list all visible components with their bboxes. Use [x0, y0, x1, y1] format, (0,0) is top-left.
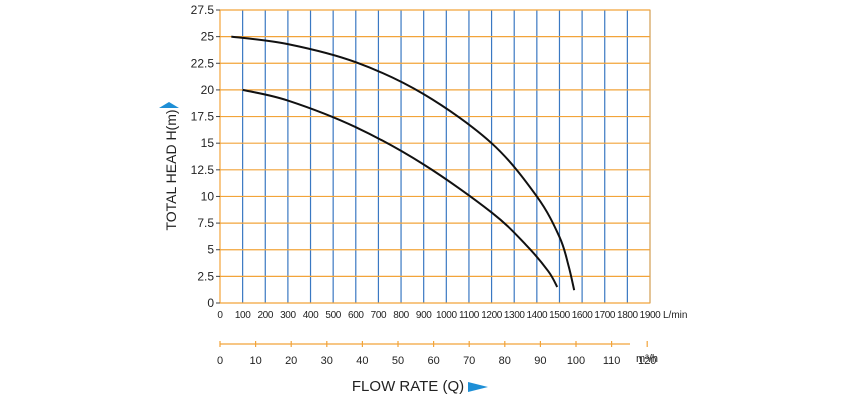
secondary-x-tick-label: 120 [638, 355, 656, 367]
secondary-x-tick-label: 50 [392, 355, 404, 367]
y-tick-label: 7.5 [197, 216, 214, 230]
y-axis-ticks: 0 2.5 5 7.5 10 12.5 15 17.5 20 22.5 25 27.5 [191, 3, 220, 310]
x-tick-label: 1400 [527, 310, 548, 321]
y-tick-label: 10 [201, 189, 215, 203]
x-tick-label: 700 [371, 310, 387, 321]
y-tick-label: 25 [201, 30, 215, 44]
x-tick-label: 1700 [594, 310, 615, 321]
y-tick-label: 2.5 [197, 269, 214, 283]
series-line-upper-curve [231, 35, 576, 291]
x-tick-label: 200 [258, 310, 274, 321]
performance-curves [231, 35, 576, 291]
secondary-x-tick-label: 70 [463, 355, 475, 367]
series-line-lower-curve [242, 88, 559, 288]
secondary-x-tick-label: 30 [321, 355, 333, 367]
x-tick-label: 800 [393, 310, 409, 321]
y-axis-label: TOTAL HEAD H(m) [163, 109, 179, 230]
secondary-x-tick-label: 110 [603, 355, 621, 367]
x-tick-label: 1200 [481, 310, 502, 321]
secondary-x-tick-label: 0 [217, 355, 223, 367]
y-tick-label: 0 [207, 296, 214, 310]
y-tick-label: 17.5 [191, 110, 215, 124]
secondary-x-tick-label: 80 [499, 355, 511, 367]
y-axis-arrow-icon [159, 102, 179, 108]
x-axis-label: FLOW RATE (Q) [352, 378, 464, 395]
secondary-x-tick-label: 100 [567, 355, 585, 367]
x-tick-label: 1000 [436, 310, 457, 321]
y-tick-label: 12.5 [191, 163, 215, 177]
x-tick-label: 400 [303, 310, 319, 321]
secondary-x-tick-label: 60 [427, 355, 439, 367]
y-tick-label: 5 [207, 243, 214, 257]
y-tick-label: 22.5 [191, 56, 215, 70]
x-tick-label: 300 [280, 310, 296, 321]
secondary-x-tick-label: 20 [285, 355, 297, 367]
x-axis-arrow-icon [468, 382, 488, 392]
x-tick-label: 1300 [504, 310, 525, 321]
x-tick-label: 0 [217, 310, 223, 321]
y-tick-label: 27.5 [191, 3, 215, 17]
x-tick-label: 100 [235, 310, 251, 321]
x-tick-label: 900 [416, 310, 432, 321]
secondary-x-tick-label: 90 [534, 355, 546, 367]
x-axis-unit-secondary: m³/h [636, 353, 658, 365]
secondary-x-tick-label: 40 [356, 355, 368, 367]
x-tick-label: 1900 [640, 310, 661, 321]
plot-frame [219, 9, 651, 304]
x-tick-label: 1100 [459, 310, 480, 321]
x-axis-unit-primary: L/min [663, 310, 687, 321]
x-tick-label: 500 [325, 310, 341, 321]
x-axis-ticks: 0 100 200 300 400 500 600 700 800 900 1000 1100 1200… [217, 310, 661, 321]
y-tick-label: 20 [201, 83, 215, 97]
secondary-x-axis: 0 10 20 30 40 50 60 70 80 90 100 110 120 [217, 341, 656, 367]
x-tick-label: 1600 [572, 310, 593, 321]
secondary-x-tick-label: 10 [249, 355, 261, 367]
x-tick-label: 1800 [617, 310, 638, 321]
x-tick-label: 600 [348, 310, 364, 321]
x-tick-label: 1500 [549, 310, 570, 321]
grid-lines [219, 9, 651, 304]
y-tick-label: 15 [201, 136, 215, 150]
